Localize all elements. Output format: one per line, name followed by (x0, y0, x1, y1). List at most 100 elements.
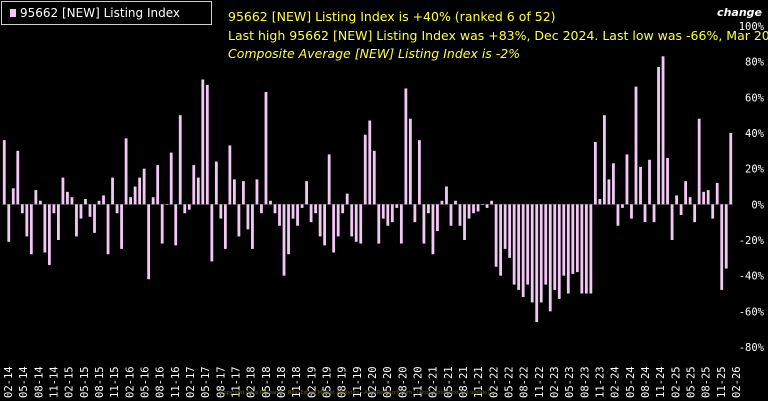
x-tick-label: 02-16 (124, 366, 136, 398)
bar (205, 84, 209, 205)
bar (562, 204, 566, 276)
bar (169, 152, 173, 205)
x-tick-label: 11-16 (170, 366, 182, 398)
bar (625, 154, 629, 205)
bar (183, 204, 187, 214)
bar (232, 179, 236, 205)
x-tick-label: 11-24 (655, 366, 667, 398)
bar (264, 91, 268, 205)
bar (490, 200, 493, 205)
bar (485, 204, 489, 208)
headline-high-low: Last high 95662 [NEW] Listing Index was … (228, 28, 768, 43)
bar (548, 204, 552, 312)
bar (278, 204, 281, 226)
x-tick-label: 05-21 (443, 366, 455, 398)
bar (228, 145, 232, 205)
y-tick-label: 20% (745, 164, 765, 176)
legend-swatch (10, 9, 16, 17)
bar (508, 204, 512, 258)
bar (720, 204, 724, 290)
bar (327, 154, 331, 205)
bar (381, 204, 385, 219)
bar (386, 204, 390, 226)
bar (413, 204, 417, 223)
bar (634, 86, 638, 205)
y-tick-label: 60% (745, 92, 765, 104)
bar (544, 204, 548, 285)
bar (160, 204, 164, 244)
bar (237, 204, 241, 237)
bar (571, 204, 575, 274)
bar (422, 204, 426, 244)
x-tick-label: 11-21 (473, 366, 485, 398)
x-tick-label: 05-20 (382, 366, 394, 398)
bar (494, 204, 498, 267)
bar (702, 191, 706, 205)
bar (20, 204, 24, 214)
y-axis-ticks: -80% -60% -40% -20% 0% 20% 40% 60% 80% 100% (739, 21, 765, 354)
x-tick-label: 08-25 (701, 366, 713, 398)
x-tick-label: 05-18 (261, 366, 273, 398)
x-tick-label: 05-23 (564, 366, 576, 398)
bar (359, 204, 363, 244)
bar (142, 168, 146, 205)
y-tick-label: 80% (745, 57, 765, 69)
x-tick-label: 08-20 (397, 366, 409, 398)
x-tick-label: 11-19 (352, 366, 364, 398)
bar (589, 204, 593, 294)
x-tick-label: 11-18 (291, 366, 303, 398)
x-tick-label: 02-20 (367, 366, 379, 398)
bar-series (2, 56, 733, 323)
bar (467, 204, 471, 219)
x-tick-label: 02-25 (670, 366, 682, 398)
bar (476, 204, 480, 212)
bar (165, 204, 169, 205)
bar (210, 204, 214, 262)
bar (214, 161, 218, 205)
x-tick-label: 11-14 (49, 366, 61, 398)
bar (70, 197, 74, 205)
x-tick-label: 02-23 (549, 366, 561, 398)
bar (724, 204, 728, 269)
bar (323, 204, 327, 246)
bar (584, 204, 588, 294)
bar (566, 204, 570, 294)
bar (675, 195, 678, 205)
x-tick-label: 08-18 (276, 366, 288, 398)
bar (318, 204, 322, 237)
bar (463, 204, 466, 240)
bar (679, 204, 683, 216)
bar (621, 204, 624, 208)
x-tick-label: 11-23 (595, 366, 607, 398)
x-tick-label: 08-22 (519, 366, 531, 398)
bar (309, 204, 313, 223)
bar (530, 204, 534, 303)
bar (269, 200, 272, 205)
bar (296, 204, 299, 226)
bar (84, 198, 87, 205)
bar (129, 197, 132, 205)
bar (697, 118, 701, 205)
bar (345, 193, 349, 205)
bar (612, 163, 615, 205)
bar (124, 138, 128, 205)
bar (404, 88, 408, 205)
bar (408, 118, 412, 205)
bar (97, 200, 101, 205)
bar (652, 204, 656, 223)
bar (648, 159, 651, 205)
bar (120, 204, 123, 249)
bar (598, 198, 602, 205)
x-tick-label: 08-14 (33, 366, 45, 398)
bar (156, 165, 160, 205)
x-tick-label: 08-23 (579, 366, 591, 398)
bar (115, 204, 119, 214)
bar (246, 204, 250, 230)
x-tick-label: 05-17 (200, 366, 212, 398)
bar (526, 204, 530, 285)
bar (535, 204, 539, 323)
bar (151, 197, 155, 205)
bar (395, 204, 399, 208)
bar (643, 204, 647, 223)
x-tick-label: 05-16 (140, 366, 152, 398)
